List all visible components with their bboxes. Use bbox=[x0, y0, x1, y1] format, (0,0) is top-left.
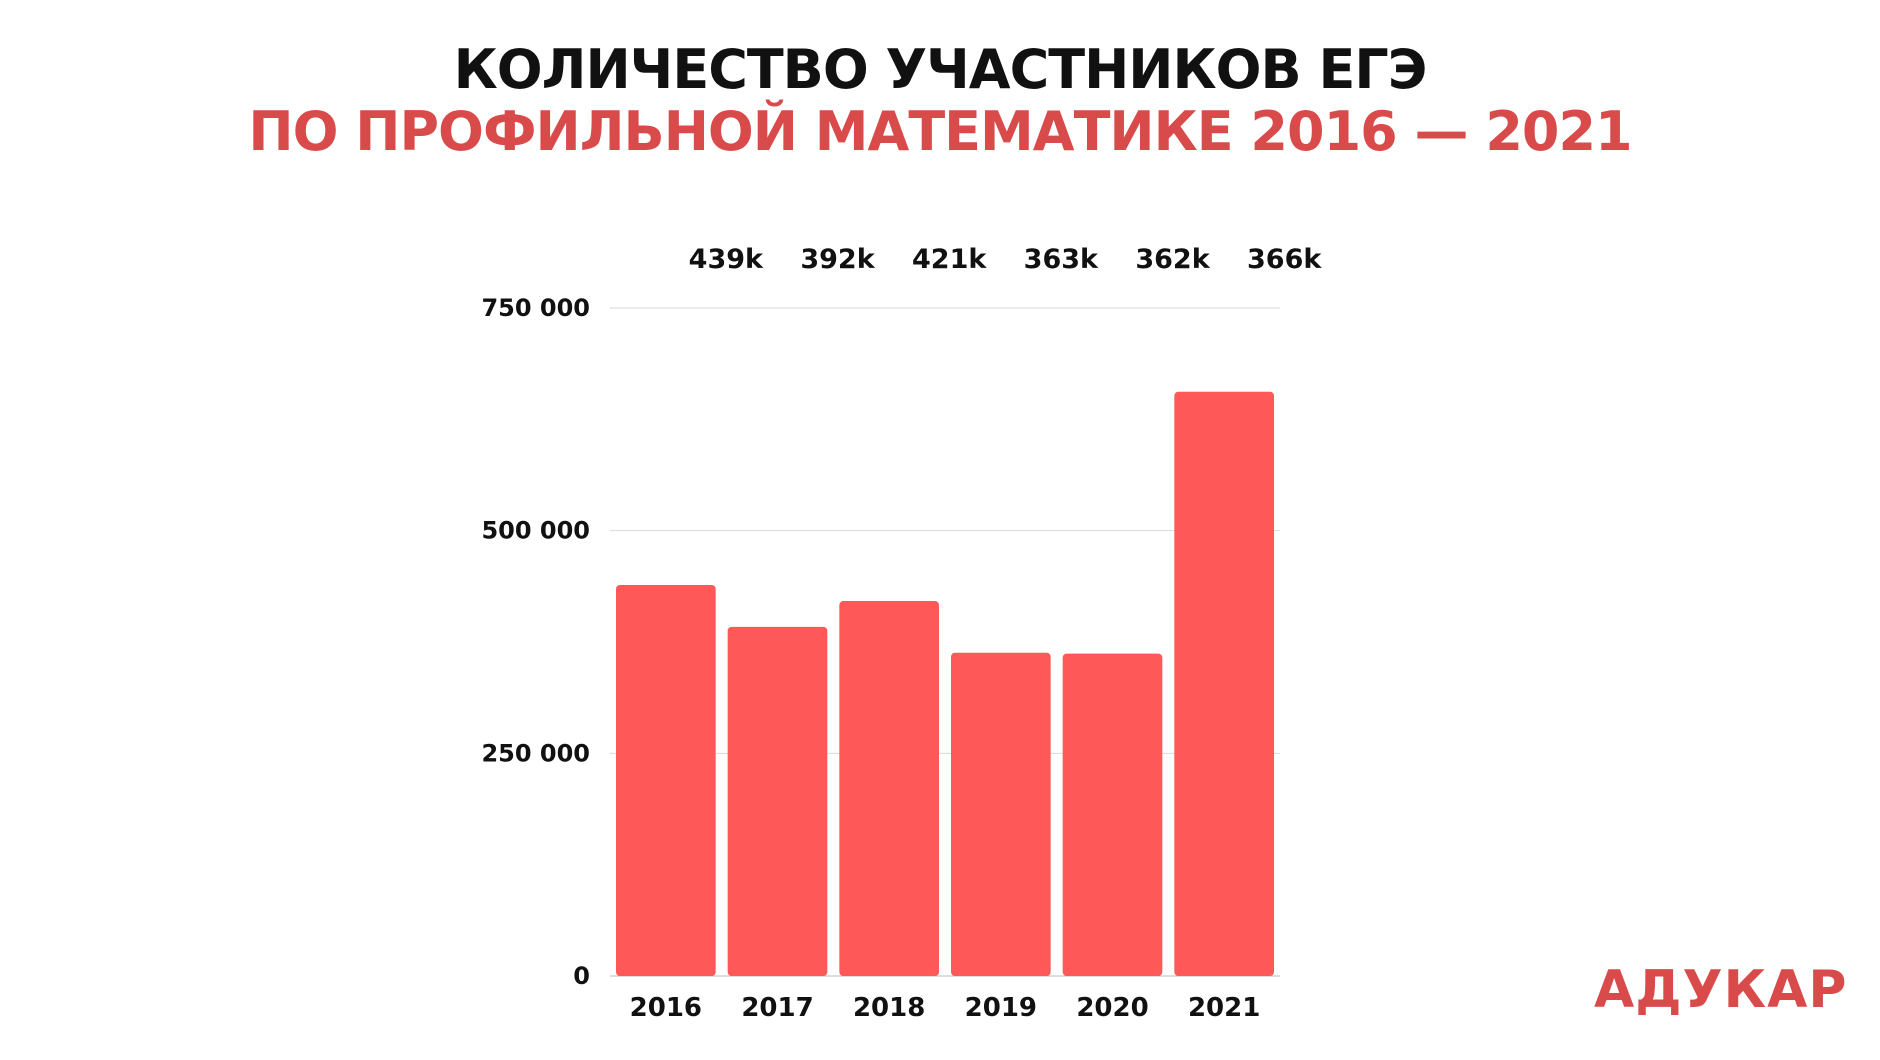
value-label: 363k bbox=[1024, 244, 1099, 275]
x-tick-label: 2017 bbox=[741, 993, 813, 1023]
value-label: 439k bbox=[689, 244, 764, 275]
bar-2017 bbox=[727, 626, 828, 976]
x-tick-label: 2021 bbox=[1188, 993, 1260, 1023]
x-tick-label: 2019 bbox=[965, 993, 1037, 1023]
y-tick-label: 0 bbox=[573, 962, 590, 990]
x-tick-label: 2016 bbox=[630, 993, 702, 1023]
bar-2019 bbox=[951, 652, 1051, 976]
value-label: 366k bbox=[1247, 244, 1322, 275]
y-tick-label: 250 000 bbox=[481, 739, 590, 767]
value-label: 362k bbox=[1135, 244, 1210, 275]
value-label: 421k bbox=[912, 244, 987, 275]
x-tick-label: 2018 bbox=[853, 993, 925, 1023]
y-tick-label: 750 000 bbox=[481, 294, 590, 322]
bar-2018 bbox=[839, 601, 939, 976]
adukar-logo: АДУКАР bbox=[1594, 960, 1848, 1020]
y-axis-ticks: 0 250 000 500 000 750 000 bbox=[481, 294, 590, 990]
y-tick-label: 500 000 bbox=[481, 517, 590, 545]
gridlines bbox=[610, 307, 1280, 977]
x-axis-ticks: 2016 2017 2018 2019 2020 2021 bbox=[630, 993, 1261, 1023]
bar-2016 bbox=[616, 584, 716, 976]
value-labels: 439k 392k 421k 363k 362k 366k bbox=[689, 244, 1323, 275]
bar-2020 bbox=[1062, 653, 1163, 976]
bars bbox=[616, 391, 1274, 976]
x-tick-label: 2020 bbox=[1076, 993, 1148, 1023]
bar-2021 bbox=[1174, 391, 1274, 976]
chart-subtitle: по профильной математике 2016 — 2021 bbox=[248, 100, 1632, 163]
chart-title: Количество участников ЕГЭ bbox=[453, 38, 1428, 101]
value-label: 392k bbox=[800, 244, 875, 275]
